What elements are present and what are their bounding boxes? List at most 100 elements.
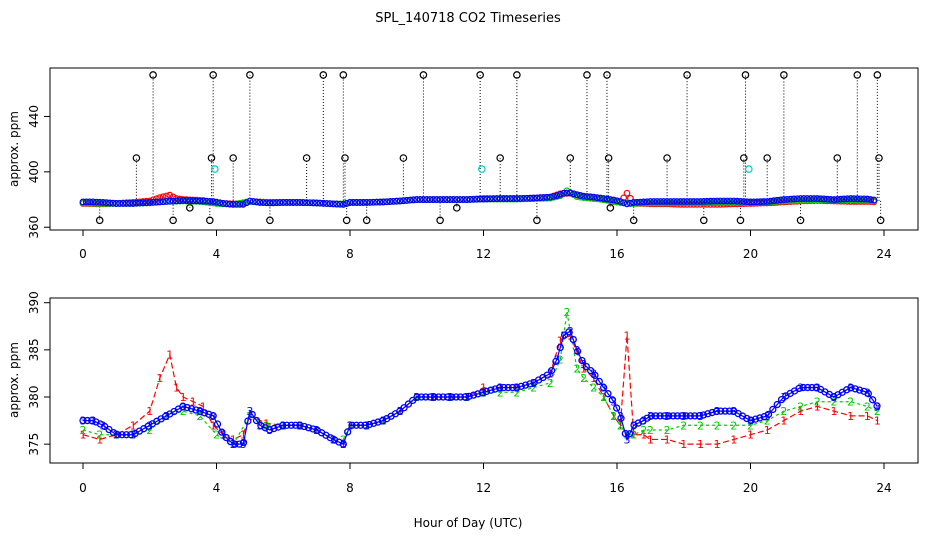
- series-label-1: 1: [617, 419, 624, 432]
- series-marker-3: [586, 366, 595, 375]
- series-point-top: [163, 198, 170, 205]
- series-point-top: [420, 196, 427, 203]
- series-point-top: [309, 199, 317, 207]
- series-point-top: [336, 200, 344, 208]
- series-label-3: 3: [630, 419, 637, 432]
- series-marker-3: [578, 356, 586, 365]
- series-marker-3: [725, 407, 734, 415]
- series-point-top: [496, 195, 504, 202]
- series-point-top: [653, 198, 661, 205]
- series-point-top: [590, 193, 598, 201]
- series-label-1: 1: [580, 363, 587, 376]
- series-point-top: [760, 198, 768, 205]
- series-marker-3: [278, 421, 287, 430]
- series-label-3: 3: [340, 438, 347, 451]
- series-point-top: [847, 195, 855, 202]
- series-point-top: [817, 195, 824, 203]
- series-point-top: [173, 197, 180, 205]
- series-label-3: 3: [730, 405, 737, 418]
- series-label-3: 3: [617, 410, 624, 423]
- series-marker-3: [591, 371, 599, 379]
- outlier-point: [699, 216, 708, 225]
- series-label-3: 3: [567, 325, 574, 338]
- series-label-2: 2: [340, 433, 347, 446]
- series-label-3: 3: [874, 400, 881, 413]
- series-label-1: 1: [630, 429, 637, 442]
- series-label-3: 3: [397, 405, 404, 418]
- x-tick-label-top: 24: [876, 247, 891, 261]
- series-label-3: 3: [664, 410, 671, 423]
- series-point-top: [333, 200, 341, 208]
- series-point-top: [369, 198, 377, 206]
- series-point-top: [269, 199, 277, 207]
- series-label-3: 3: [600, 382, 607, 395]
- series-marker-3: [855, 386, 864, 394]
- series-point-top: [823, 195, 831, 203]
- series-marker-3: [482, 387, 491, 396]
- series-marker-3: [478, 389, 486, 397]
- outlier-point: [513, 71, 521, 79]
- series-label-2: 2: [557, 353, 564, 366]
- series-point-top: [276, 199, 284, 206]
- series-point-top: [233, 200, 240, 208]
- series-point-top: [353, 199, 361, 206]
- series-point-top: [456, 196, 464, 203]
- x-tick-label-bottom: 12: [476, 481, 491, 495]
- series-marker-3: [487, 386, 495, 394]
- series-point-top: [673, 198, 681, 205]
- outlier-point: [603, 71, 611, 79]
- series-marker-3: [235, 440, 243, 448]
- outlier-point: [207, 154, 216, 162]
- series-label-1: 1: [697, 438, 704, 451]
- series-marker-3: [847, 384, 855, 392]
- series-marker-3: [764, 410, 773, 418]
- series-point-top: [530, 194, 537, 202]
- x-tick-label-bottom: 20: [743, 481, 758, 495]
- series-label-2: 2: [680, 419, 687, 432]
- outlier-point: [319, 71, 328, 79]
- series-marker-3: [474, 390, 482, 398]
- series-point-top: [273, 199, 280, 207]
- series-point-top: [797, 195, 804, 202]
- series-marker-3: [83, 416, 91, 425]
- series-marker-3: [573, 347, 582, 355]
- series-marker-3: [361, 421, 369, 429]
- series-marker-3: [196, 407, 204, 415]
- series-point-top: [139, 199, 147, 207]
- outlier-point: [452, 204, 461, 212]
- series-label-2: 2: [814, 396, 821, 409]
- series-label-3: 3: [697, 410, 704, 423]
- series-marker-3: [600, 383, 608, 392]
- series-point-top: [379, 198, 387, 206]
- series-marker-3: [708, 408, 716, 417]
- series-point-top: [480, 195, 487, 203]
- series-point-top: [296, 199, 304, 206]
- series-point-top: [870, 196, 878, 204]
- series-label-3: 3: [80, 415, 87, 428]
- cyan-point: [478, 165, 486, 173]
- series-label-2: 2: [664, 424, 671, 437]
- series-label-1: 1: [96, 433, 103, 446]
- series-point-top: [867, 196, 875, 203]
- outlier-point: [736, 216, 745, 225]
- series-marker-3: [396, 407, 404, 415]
- series-point-top: [620, 199, 628, 207]
- series-label-1: 1: [864, 410, 871, 423]
- series-point-top: [413, 196, 421, 203]
- series-point-top: [797, 197, 804, 204]
- series-point-top: [236, 200, 244, 208]
- outlier-point: [186, 204, 194, 212]
- series-point-top: [506, 195, 514, 202]
- series-marker-3: [435, 393, 443, 401]
- series-point-top: [737, 197, 744, 205]
- series-marker-3: [691, 412, 699, 420]
- series-point-top: [122, 200, 130, 207]
- series-point-top: [543, 193, 551, 201]
- series-label-3: 3: [430, 391, 437, 404]
- series-marker-3: [747, 416, 755, 425]
- series-marker-3: [469, 391, 478, 399]
- series-label-1: 1: [730, 433, 737, 446]
- series-point-top: [860, 195, 868, 203]
- series-label-2: 2: [647, 424, 654, 437]
- y-axis-bottom: 375 380 385 390: [27, 291, 50, 456]
